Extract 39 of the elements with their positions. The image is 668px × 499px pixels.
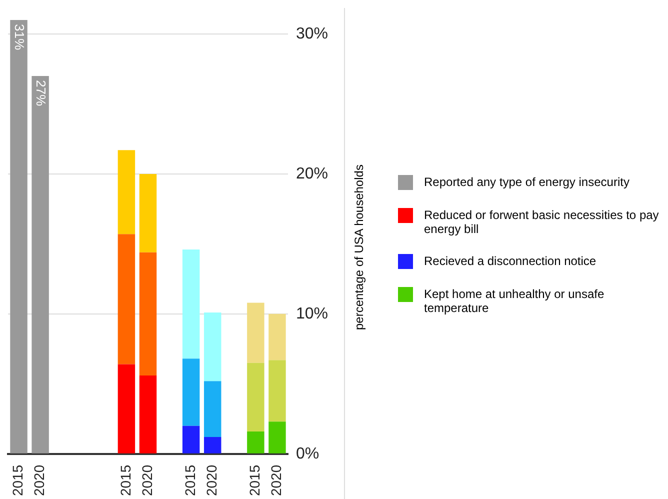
bar (118, 150, 136, 234)
bar (268, 360, 286, 422)
bar (32, 76, 49, 454)
legend-label: Reduced or forwent basic necessities to pay energy bill (424, 208, 660, 236)
x-tick-label: 2020 (31, 464, 48, 496)
bar (204, 312, 222, 382)
bar (247, 431, 264, 454)
bar (204, 381, 222, 438)
bar (247, 302, 264, 363)
x-tick-label: 2020 (268, 464, 284, 496)
x-tick-label: 2020 (203, 464, 220, 496)
y-tick-label: 0% (296, 445, 320, 462)
bar (118, 364, 136, 454)
y-axis-title: percentage of USA households (352, 164, 366, 330)
bar (139, 252, 157, 376)
bar (139, 375, 157, 454)
x-tick-label: 2020 (138, 464, 155, 496)
x-tick-label: 2015 (182, 464, 198, 496)
bar (118, 234, 136, 364)
bar (139, 174, 157, 252)
bar (268, 314, 286, 360)
bar (268, 422, 286, 454)
bar (182, 426, 200, 454)
bar (10, 20, 28, 454)
bar (182, 358, 200, 426)
x-tick-label: 2015 (246, 464, 263, 496)
bar (182, 250, 200, 359)
y-tick-label: 30% (296, 25, 328, 42)
legend-label: Reported any type of energy insecurity (424, 175, 630, 189)
y-tick-label: 20% (296, 165, 328, 182)
data-label: 31% (12, 24, 28, 50)
bar (204, 437, 222, 454)
legend-label: Recieved a disconnection notice (424, 254, 596, 268)
x-tick-label: 2015 (117, 464, 134, 496)
y-tick-label: 10% (296, 305, 328, 322)
data-label: 27% (34, 80, 49, 106)
legend-label: Kept home at unhealthy or unsafe temperature (424, 287, 606, 315)
x-tick-label: 2015 (10, 464, 26, 496)
bar (247, 362, 264, 432)
